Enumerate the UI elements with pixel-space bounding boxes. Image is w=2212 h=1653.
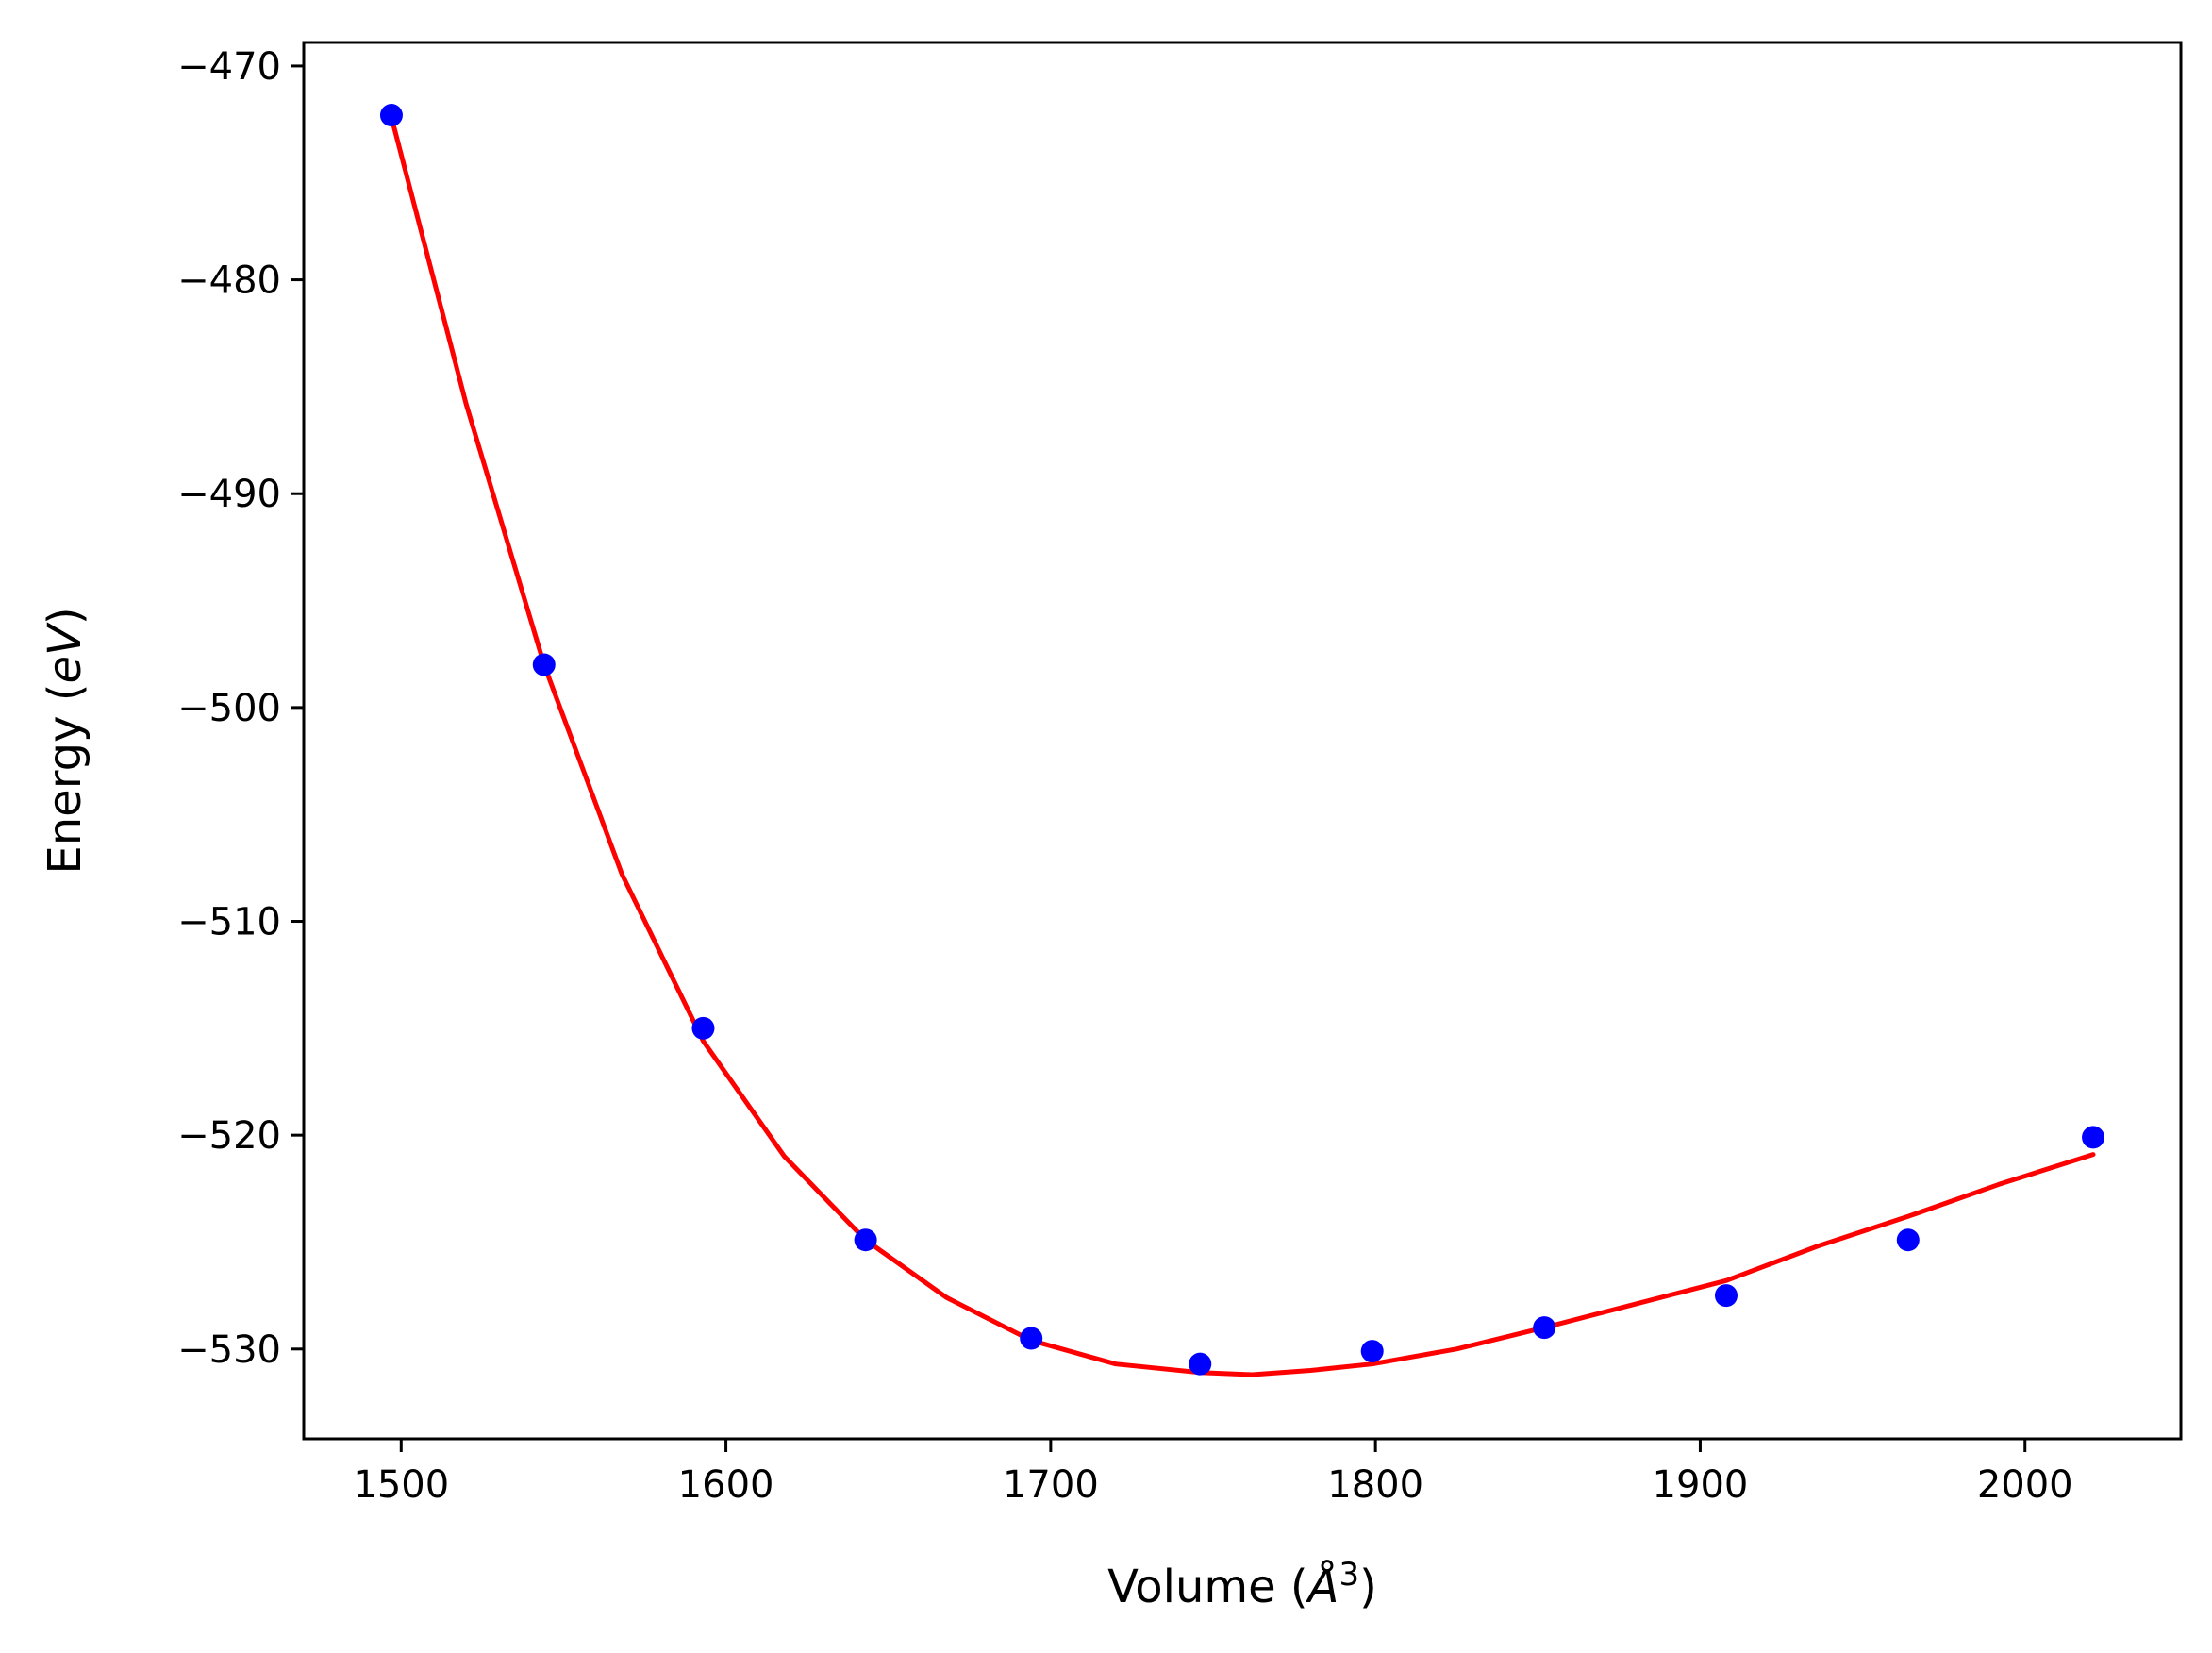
- y-tick-label: −510: [177, 901, 281, 944]
- data-point: [1020, 1327, 1043, 1350]
- data-point: [1896, 1228, 1920, 1252]
- x-tick-label: 1800: [1327, 1463, 1423, 1507]
- y-tick-label: −520: [177, 1114, 281, 1158]
- data-point: [1714, 1284, 1738, 1308]
- y-tick-label: −470: [177, 45, 281, 89]
- data-points-layer: [379, 104, 2105, 1376]
- data-point: [532, 653, 556, 676]
- fit-curve-layer: [389, 114, 2096, 1378]
- y-tick-label: −530: [177, 1328, 281, 1372]
- x-tick-label: 1500: [353, 1463, 449, 1507]
- y-tick-label: −500: [177, 687, 281, 730]
- data-point: [1189, 1352, 1212, 1376]
- x-tick-label: 1900: [1653, 1463, 1749, 1507]
- x-tick-label: 2000: [1977, 1463, 2073, 1507]
- data-point: [1533, 1316, 1556, 1340]
- fit-curve: [389, 114, 2096, 1378]
- y-tick-label: −490: [177, 473, 281, 516]
- x-axis-label: Volume (Å3): [1107, 1556, 1377, 1613]
- data-point: [691, 1016, 715, 1040]
- data-point: [1360, 1340, 1384, 1363]
- data-point: [2082, 1126, 2105, 1149]
- x-tick-label: 1600: [678, 1463, 774, 1507]
- data-point: [854, 1228, 877, 1252]
- plot-frame: [302, 41, 2183, 1441]
- plot-area: [304, 42, 2181, 1439]
- data-point: [379, 104, 403, 127]
- x-axis-ticks: 1500 1600 1700 1800 1900 2000: [353, 1439, 2073, 1507]
- y-axis-ticks: −470 −480 −490 −500 −510 −520 −530: [177, 45, 304, 1372]
- y-axis-label: Energy (eV): [39, 607, 91, 874]
- x-tick-label: 1700: [1003, 1463, 1099, 1507]
- y-tick-label: −480: [177, 259, 281, 303]
